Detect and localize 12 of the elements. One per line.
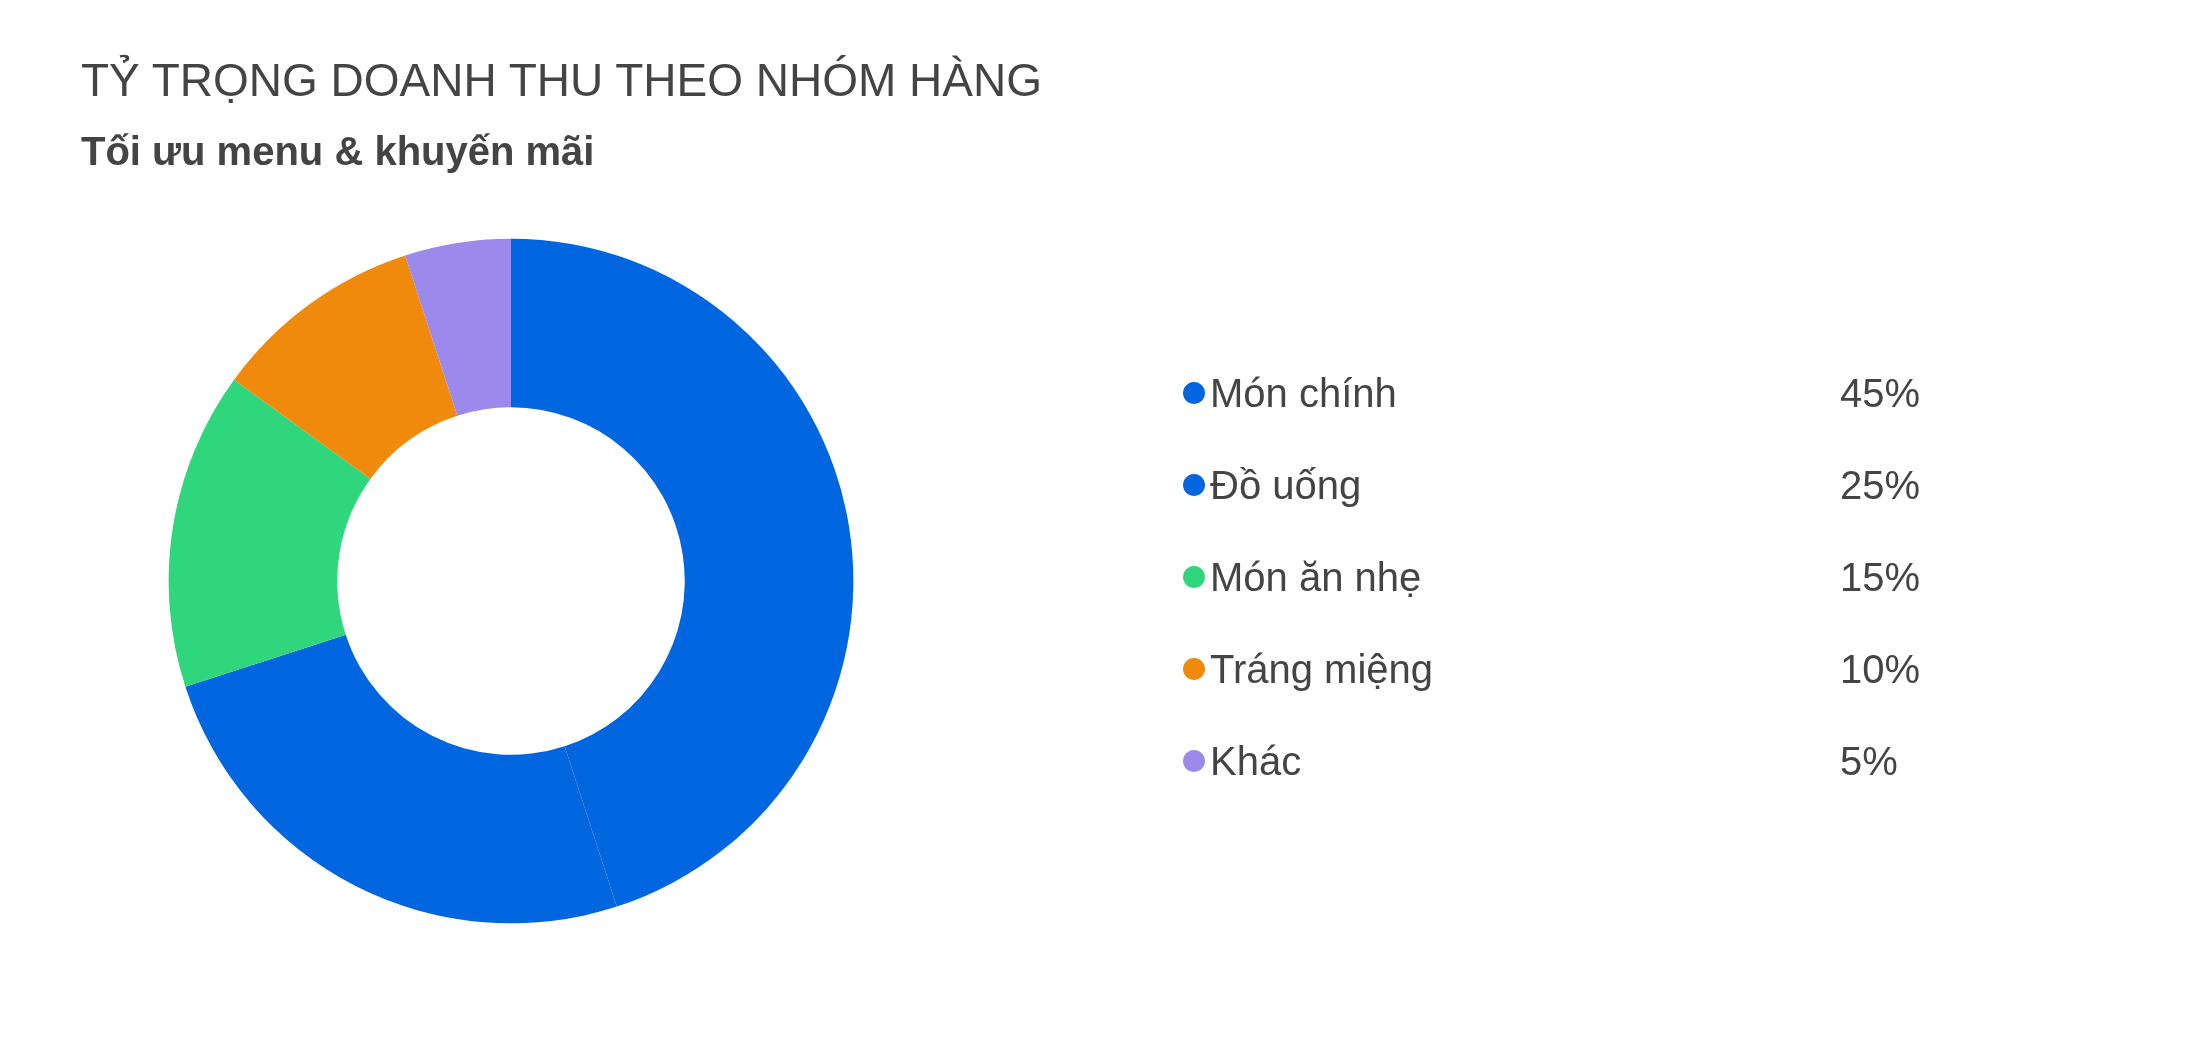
data-label: 45% xyxy=(1840,371,1921,415)
legend-label: Món chính xyxy=(1210,371,1397,415)
legend-label: Tráng miệng xyxy=(1210,647,1434,691)
data-label: 5% xyxy=(1840,739,1898,783)
data-label: 25% xyxy=(1840,463,1921,507)
data-label: 15% xyxy=(1840,555,1921,599)
legend-label: Đồ uống xyxy=(1210,463,1362,507)
legend-label: Khác xyxy=(1210,739,1302,783)
legend-label: Món ăn nhẹ xyxy=(1210,555,1422,599)
chart-title: TỶ TRỌNG DOANH THU THEO NHÓM HÀNG xyxy=(81,54,1042,106)
chart-subtitle: Tối ưu menu & khuyến mãi xyxy=(81,129,595,173)
data-label: 10% xyxy=(1840,647,1921,691)
